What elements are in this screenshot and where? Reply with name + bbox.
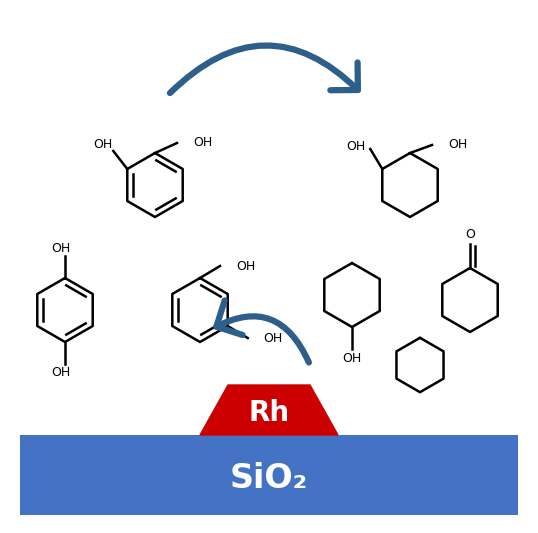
Text: OH: OH	[264, 332, 283, 344]
Text: OH: OH	[448, 139, 467, 151]
Text: O: O	[465, 229, 475, 241]
Text: SiO₂: SiO₂	[230, 462, 308, 495]
FancyBboxPatch shape	[20, 435, 518, 515]
Text: OH: OH	[94, 138, 113, 150]
Text: OH: OH	[193, 136, 213, 149]
Text: OH: OH	[342, 351, 362, 365]
FancyArrowPatch shape	[170, 45, 358, 93]
Text: OH: OH	[51, 241, 70, 254]
Text: Rh: Rh	[249, 399, 289, 427]
Text: OH: OH	[346, 141, 366, 154]
Polygon shape	[200, 385, 338, 435]
Text: OH: OH	[51, 366, 70, 378]
Text: OH: OH	[236, 260, 255, 272]
FancyArrowPatch shape	[216, 301, 309, 362]
